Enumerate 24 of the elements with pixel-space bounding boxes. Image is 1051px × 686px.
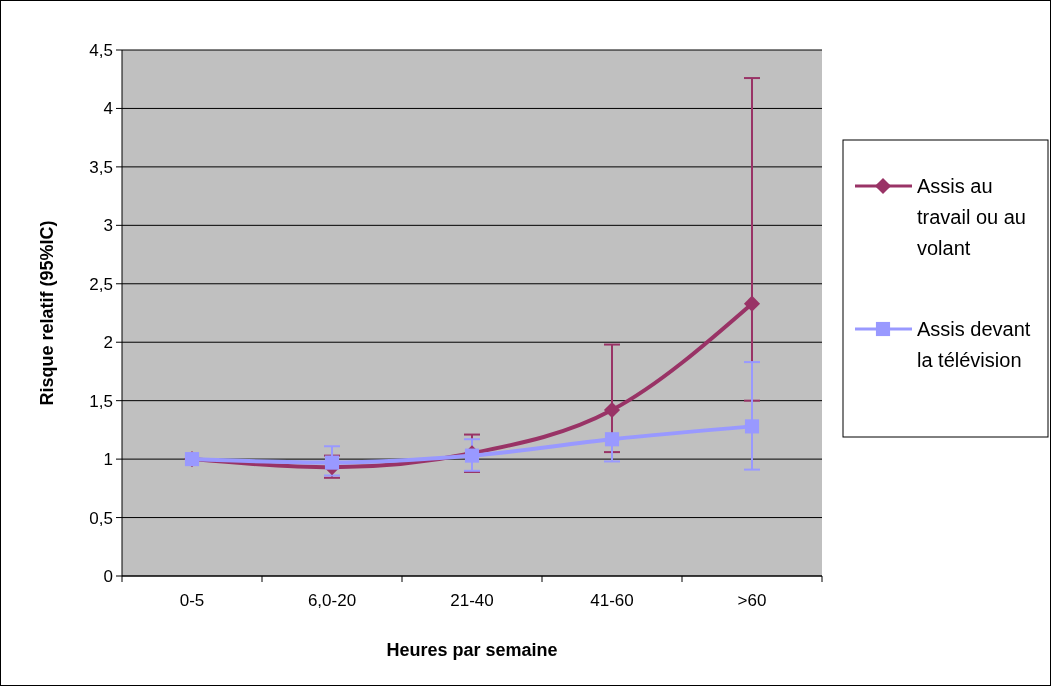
x-tick-label: 21-40 [450, 591, 494, 610]
legend-label: Assis devant la télévision [917, 318, 1031, 371]
y-tick-label: 0 [103, 566, 113, 586]
point [743, 295, 761, 312]
y-tick-label: 3 [103, 216, 113, 236]
x-tick-label: 41-60 [590, 591, 634, 610]
x-tick-label: 0-5 [179, 591, 205, 610]
x-tick-label: 6,0-20 [307, 591, 357, 610]
y-tick-label: 1 [103, 450, 113, 470]
y-tick-label: 4,5 [89, 40, 113, 60]
point [604, 432, 620, 447]
y-tick-label: 2,5 [89, 274, 113, 294]
y-tick-label: 1,5 [89, 391, 113, 411]
point [744, 419, 760, 434]
y-tick-label: 4 [103, 99, 113, 119]
x-tick-label: >60 [737, 591, 767, 610]
y-axis-title: Risque relatif (95%IC) [37, 220, 57, 406]
y-tick-label: 0,5 [89, 508, 113, 528]
legend-label: Assis au travail ou au volant [917, 175, 1026, 259]
y-tick-label: 2 [103, 333, 113, 353]
point [324, 455, 340, 470]
point [603, 401, 621, 419]
y-tick-label: 3,5 [89, 157, 113, 177]
x-axis-title: Heures par semaine [386, 640, 558, 660]
